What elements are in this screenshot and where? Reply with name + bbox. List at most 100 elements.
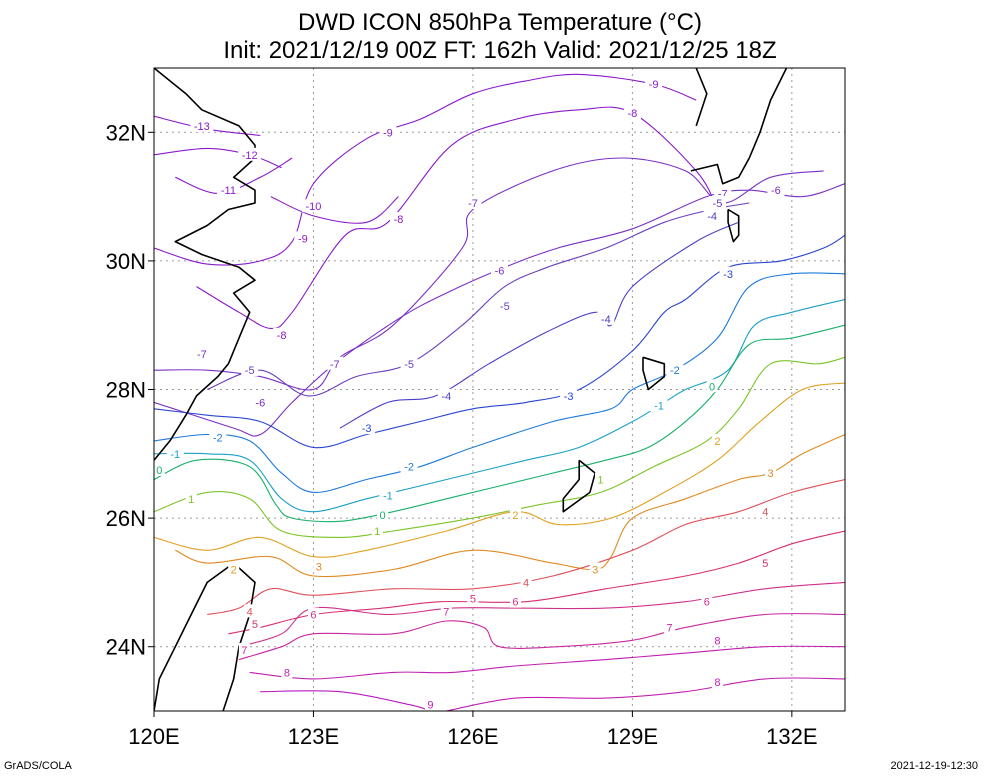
lon-tick-label: 132E (766, 724, 817, 749)
contour-label-bg (154, 462, 165, 476)
contour-line (339, 221, 739, 429)
contour-label: -5 (500, 301, 510, 313)
contour-label-bg (719, 266, 737, 280)
contour-line (154, 356, 845, 538)
contour-label: -7 (330, 359, 340, 371)
contour-label: -6 (255, 397, 265, 409)
contour-label-bg (379, 125, 397, 139)
contour-label-bg (193, 347, 211, 361)
contour-line (249, 645, 845, 680)
contour-label: -4 (601, 314, 611, 326)
contour-label: 3 (768, 468, 774, 480)
contour-label-bg (509, 594, 521, 608)
contour-label: -8 (627, 108, 637, 120)
contour-line (154, 298, 845, 513)
contour-label: 1 (188, 494, 194, 506)
contour-line (154, 183, 845, 437)
contour-label-bg (185, 491, 197, 505)
contour-label: -12 (242, 150, 258, 162)
contour-label-bg (440, 604, 452, 618)
contour-label: 0 (709, 381, 715, 393)
contour-label: -10 (306, 201, 322, 213)
contour-label: -4 (441, 391, 451, 403)
contour-line (446, 677, 845, 711)
contour-label-bg (759, 556, 771, 570)
lat-tick-label: 24N (106, 635, 146, 660)
contour-label-bg (313, 559, 325, 573)
contour-label: 8 (284, 667, 290, 679)
contour-label-bg (701, 594, 713, 608)
contour-label: 6 (512, 597, 518, 609)
contour-label: -5 (245, 365, 255, 377)
contour-label-bg (491, 263, 508, 277)
contour-label-bg (281, 665, 293, 679)
contour-label: -7 (197, 349, 207, 361)
contour-label: 3 (316, 561, 322, 573)
lon-tick-label: 120E (128, 724, 179, 749)
contour-label-bg (424, 697, 436, 711)
contour-label-bg (326, 356, 344, 370)
contour-label: 6 (704, 597, 710, 609)
contour-line (270, 196, 399, 224)
contour-label-bg (244, 604, 256, 618)
contour-label: 5 (762, 558, 768, 570)
contour-label: 2 (231, 565, 237, 577)
coastline (690, 68, 788, 185)
contour-label: -3 (362, 423, 372, 435)
contour-label: 0 (379, 510, 385, 522)
contour-label-bg (711, 433, 723, 447)
contour-label-bg (711, 633, 723, 647)
contour-label-bg (664, 620, 676, 634)
coastlines (154, 68, 788, 711)
contour-label-bg (249, 617, 261, 631)
coastline (154, 562, 235, 711)
contour-label: 7 (667, 622, 673, 634)
contour-label: 7 (443, 606, 449, 618)
contour-label: -1 (170, 449, 180, 461)
contour-label-bg (400, 356, 418, 370)
contour-label: -2 (213, 433, 223, 445)
contour-label-bg (251, 395, 269, 409)
contour-labels: -13-12-11-10-9-9-9-8-8-8-7-7-7-7-6-6-6-5… (154, 77, 785, 711)
footer-software: GrADS/COLA (4, 760, 72, 772)
contour-label: -9 (298, 233, 308, 245)
contour-label: -3 (564, 391, 574, 403)
contour-label-bg (623, 106, 641, 120)
contour-label: -7 (468, 198, 478, 210)
contour-line (207, 478, 845, 616)
contour-label: 2 (714, 436, 720, 448)
contour-label: 4 (523, 577, 529, 589)
contour-label: -9 (383, 127, 393, 139)
lon-tick-label: 129E (607, 724, 658, 749)
lon-tick-label: 126E (447, 724, 498, 749)
coastline (154, 68, 256, 461)
contour-label: -8 (394, 214, 404, 226)
contour-label-bg (650, 398, 668, 412)
contour-label-bg (228, 562, 240, 576)
contour-label: -7 (718, 188, 728, 200)
contour-label-bg (645, 77, 663, 91)
contour-label: 0 (156, 465, 162, 477)
contour-label: 8 (714, 635, 720, 647)
contour-label: 2 (512, 510, 518, 522)
contour-label: 4 (762, 507, 768, 519)
contour-label-bg (377, 507, 389, 521)
contour-label-bg (400, 459, 418, 473)
contour-line (207, 202, 750, 397)
coastline (727, 208, 740, 243)
contour-label: 9 (427, 700, 433, 712)
contour-label: -5 (713, 198, 723, 210)
contour-label-bg (520, 575, 532, 589)
contour-label: -1 (383, 491, 393, 503)
contour-label: 1 (597, 475, 603, 487)
contour-line (154, 234, 845, 449)
contour-label-bg (708, 196, 726, 210)
contour-label: 3 (592, 565, 598, 577)
contour-label: -9 (649, 79, 659, 91)
lat-tick-label: 32N (106, 120, 146, 145)
contour-label: 5 (252, 619, 258, 631)
contour-label: 4 (247, 606, 253, 618)
contour-line (154, 382, 845, 558)
contour-line (238, 613, 845, 661)
contour-label-bg (241, 363, 259, 377)
